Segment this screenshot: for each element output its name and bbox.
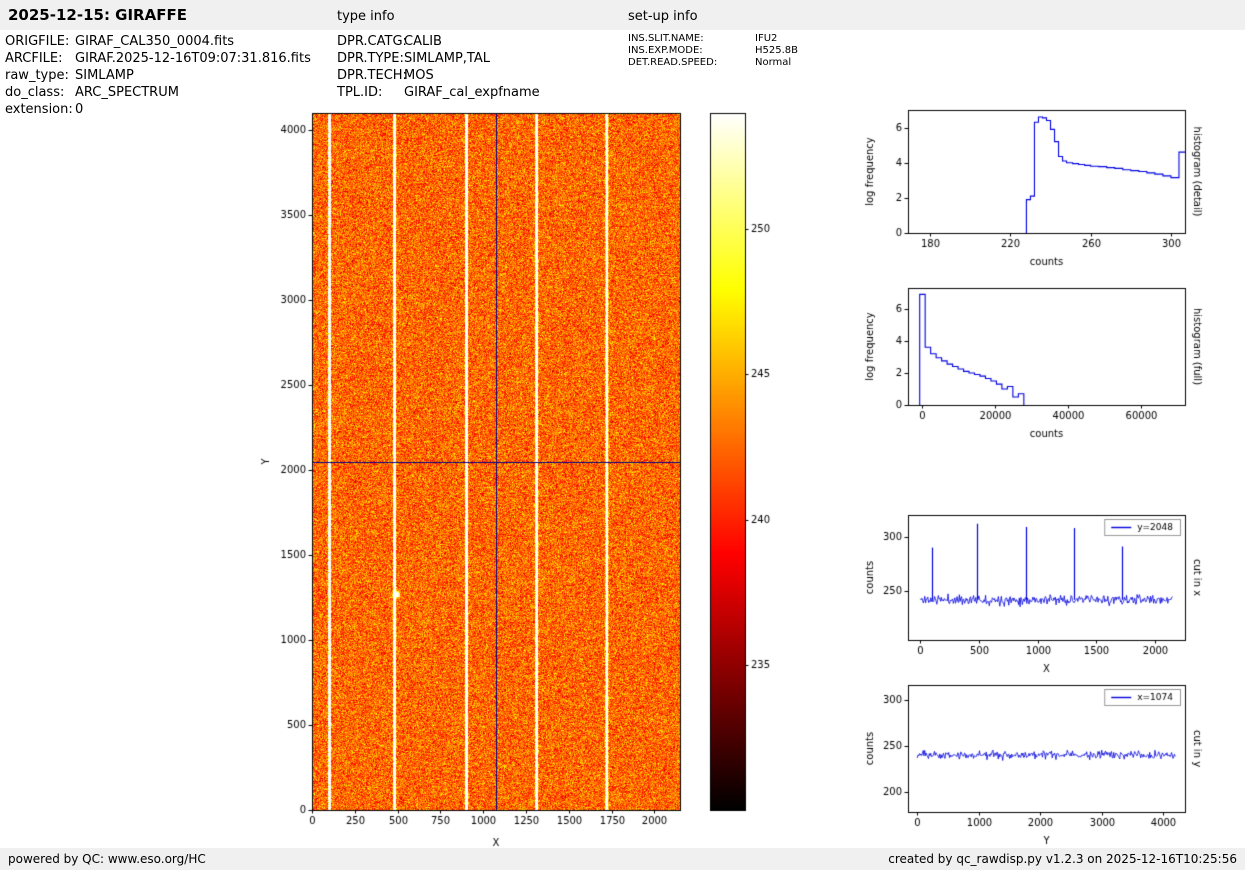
cut-in-x-figure	[850, 503, 1240, 683]
setup-info-heading: set-up info	[628, 9, 698, 24]
footer-created-by: created by qc_rawdisp.py v1.2.3 on 2025-…	[888, 852, 1237, 866]
page-title: 2025-12-15: GIRAFFE	[8, 6, 187, 24]
footer-powered-by: powered by QC: www.eso.org/HC	[8, 852, 206, 866]
meta-label: do_class:	[5, 84, 75, 101]
meta-label: DPR.TYPE:	[337, 50, 404, 67]
type-info-block: DPR.CATG:CALIB DPR.TYPE:SIMLAMP,TAL DPR.…	[337, 33, 540, 101]
meta-label: DPR.TECH:	[337, 67, 404, 84]
meta-row: DET.READ.SPEED:Normal	[628, 57, 798, 69]
meta-label: ORIGFILE:	[5, 33, 75, 50]
cut-in-y-figure	[850, 673, 1240, 853]
meta-row: ARCFILE:GIRAF.2025-12-16T09:07:31.816.fi…	[5, 50, 311, 67]
meta-value: H525.8B	[755, 45, 798, 56]
meta-value: GIRAF_cal_expfname	[404, 85, 540, 100]
meta-value: Normal	[755, 57, 791, 68]
meta-label: ARCFILE:	[5, 50, 75, 67]
meta-label: DET.READ.SPEED:	[628, 57, 755, 69]
header-bar: 2025-12-15: GIRAFFE type info set-up inf…	[0, 0, 1245, 30]
meta-value: MOS	[404, 68, 434, 83]
meta-value: GIRAF_CAL350_0004.fits	[75, 34, 234, 49]
meta-label: raw_type:	[5, 67, 75, 84]
qc-rawdisp-page: 2025-12-15: GIRAFFE type info set-up inf…	[0, 0, 1245, 870]
meta-value: SIMLAMP	[75, 68, 134, 83]
setup-info-block: INS.SLIT.NAME:IFU2 INS.EXP.MODE:H525.8B …	[628, 33, 798, 69]
meta-row: INS.EXP.MODE:H525.8B	[628, 45, 798, 57]
meta-row: raw_type:SIMLAMP	[5, 67, 311, 84]
meta-label: TPL.ID:	[337, 84, 404, 101]
meta-value: IFU2	[755, 33, 777, 44]
meta-value: GIRAF.2025-12-16T09:07:31.816.fits	[75, 51, 311, 66]
meta-value: SIMLAMP,TAL	[404, 51, 490, 66]
meta-row: DPR.TECH:MOS	[337, 67, 540, 84]
meta-label: DPR.CATG:	[337, 33, 404, 50]
meta-value: CALIB	[404, 34, 442, 49]
histogram-detail-figure	[850, 98, 1240, 278]
meta-label: extension:	[5, 101, 75, 118]
meta-row: DPR.TYPE:SIMLAMP,TAL	[337, 50, 540, 67]
histogram-full-figure	[850, 276, 1240, 451]
footer-bar: powered by QC: www.eso.org/HC created by…	[0, 848, 1245, 870]
meta-row: do_class:ARC_SPECTRUM	[5, 84, 311, 101]
meta-value: 0	[75, 102, 83, 117]
detector-figure	[240, 100, 785, 850]
meta-row: INS.SLIT.NAME:IFU2	[628, 33, 798, 45]
meta-row: TPL.ID:GIRAF_cal_expfname	[337, 84, 540, 101]
meta-row: DPR.CATG:CALIB	[337, 33, 540, 50]
meta-label: INS.EXP.MODE:	[628, 45, 755, 57]
type-info-heading: type info	[337, 9, 395, 24]
meta-label: INS.SLIT.NAME:	[628, 33, 755, 45]
meta-value: ARC_SPECTRUM	[75, 85, 179, 100]
meta-row: ORIGFILE:GIRAF_CAL350_0004.fits	[5, 33, 311, 50]
